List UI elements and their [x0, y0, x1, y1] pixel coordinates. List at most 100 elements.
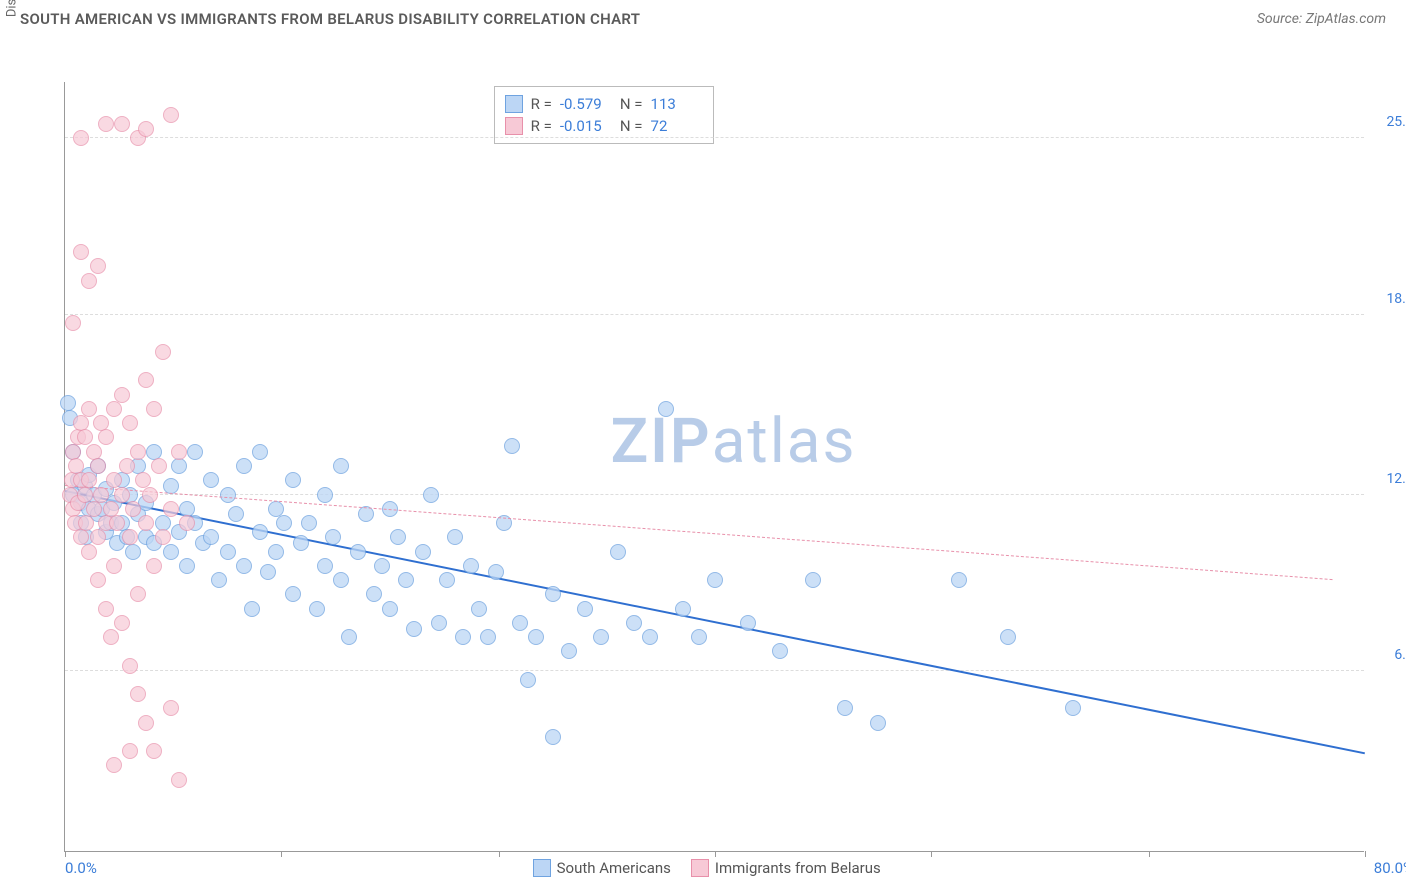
data-point [106, 558, 122, 574]
data-point [90, 572, 106, 588]
data-point [73, 130, 89, 146]
y-tick-label: 12.5% [1369, 471, 1406, 487]
data-point [81, 472, 97, 488]
data-point [390, 529, 406, 545]
data-point [228, 506, 244, 522]
data-point [163, 544, 179, 560]
data-point [78, 515, 94, 531]
stats-legend-box: R =-0.579N =113R =-0.015N =72 [494, 86, 714, 144]
legend-item: Immigrants from Belarus [691, 859, 881, 877]
data-point [317, 558, 333, 574]
legend-label: South Americans [557, 859, 671, 877]
bottom-legend: South Americans Immigrants from Belarus [533, 859, 881, 877]
data-point [512, 615, 528, 631]
data-point [90, 458, 106, 474]
data-point [691, 629, 707, 645]
data-point [626, 615, 642, 631]
watermark-part1: ZIP [611, 405, 712, 478]
data-point [65, 315, 81, 331]
swatch-icon [691, 859, 709, 877]
data-point [119, 458, 135, 474]
data-point [151, 458, 167, 474]
gridline [65, 314, 1364, 315]
data-point [109, 515, 125, 531]
data-point [268, 544, 284, 560]
gridline [65, 137, 1364, 138]
data-point [350, 544, 366, 560]
data-point [114, 387, 130, 403]
data-point [431, 615, 447, 631]
y-tick-label: 25.0% [1369, 114, 1406, 130]
data-point [142, 487, 158, 503]
data-point [81, 401, 97, 417]
x-tick [499, 851, 500, 857]
data-point [504, 438, 520, 454]
n-value: 72 [651, 117, 703, 135]
data-point [155, 529, 171, 545]
data-point [130, 686, 146, 702]
data-point [333, 572, 349, 588]
data-point [366, 586, 382, 602]
data-point [146, 743, 162, 759]
data-point [179, 558, 195, 574]
data-point [130, 444, 146, 460]
data-point [1000, 629, 1016, 645]
watermark-part2: atlas [712, 405, 857, 478]
data-point [77, 487, 93, 503]
data-point [138, 372, 154, 388]
plot-area: ZIPatlas R =-0.579N =113R =-0.015N =72 S… [64, 82, 1364, 852]
data-point [285, 472, 301, 488]
stats-row: R =-0.015N =72 [505, 115, 703, 137]
stats-row: R =-0.579N =113 [505, 93, 703, 115]
data-point [244, 601, 260, 617]
data-point [593, 629, 609, 645]
data-point [138, 515, 154, 531]
data-point [675, 601, 691, 617]
data-point [77, 429, 93, 445]
data-point [642, 629, 658, 645]
data-point [98, 601, 114, 617]
data-point [471, 601, 487, 617]
data-point [252, 524, 268, 540]
data-point [103, 629, 119, 645]
data-point [125, 544, 141, 560]
data-point [358, 506, 374, 522]
legend-item: South Americans [533, 859, 671, 877]
x-tick [65, 851, 66, 857]
chart-title: SOUTH AMERICAN VS IMMIGRANTS FROM BELARU… [20, 10, 640, 28]
data-point [86, 501, 102, 517]
data-point [406, 621, 422, 637]
data-point [610, 544, 626, 560]
data-point [220, 487, 236, 503]
data-point [220, 544, 236, 560]
data-point [122, 658, 138, 674]
data-point [187, 444, 203, 460]
gridline [65, 670, 1364, 671]
data-point [106, 401, 122, 417]
data-point [577, 601, 593, 617]
x-max-label: 80.0% [1374, 859, 1406, 877]
data-point [382, 601, 398, 617]
y-tick-label: 18.8% [1369, 291, 1406, 307]
gridline [65, 494, 1364, 495]
x-min-label: 0.0% [65, 859, 97, 877]
r-label: R = [531, 117, 552, 135]
data-point [423, 487, 439, 503]
data-point [285, 586, 301, 602]
data-point [772, 643, 788, 659]
n-label: N = [620, 95, 643, 113]
data-point [81, 273, 97, 289]
data-point [130, 586, 146, 602]
data-point [122, 743, 138, 759]
x-tick [931, 851, 932, 857]
data-point [125, 501, 141, 517]
data-point [528, 629, 544, 645]
data-point [211, 572, 227, 588]
data-point [252, 444, 268, 460]
data-point [447, 529, 463, 545]
data-point [81, 544, 97, 560]
data-point [155, 344, 171, 360]
data-point [90, 529, 106, 545]
data-point [317, 487, 333, 503]
data-point [163, 501, 179, 517]
